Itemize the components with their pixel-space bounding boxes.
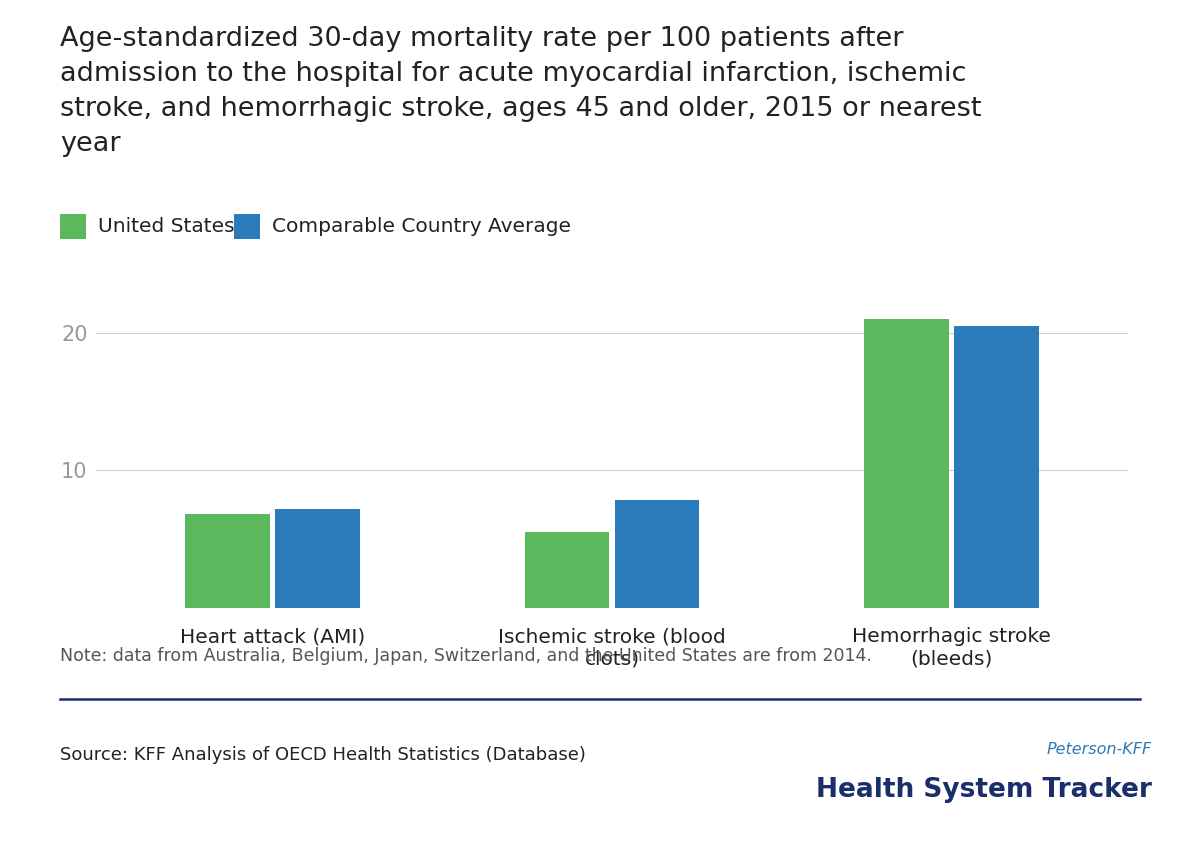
Bar: [864, 319, 949, 608]
Text: Age-standardized 30-day mortality rate per 100 patients after
admission to the h: Age-standardized 30-day mortality rate p…: [60, 26, 982, 157]
Text: Peterson-KFF: Peterson-KFF: [1046, 742, 1152, 757]
Text: United States: United States: [98, 217, 235, 236]
Bar: [614, 500, 700, 608]
Text: Comparable Country Average: Comparable Country Average: [272, 217, 571, 236]
Text: Source: KFF Analysis of OECD Health Statistics (Database): Source: KFF Analysis of OECD Health Stat…: [60, 746, 586, 765]
Text: Health System Tracker: Health System Tracker: [816, 777, 1152, 803]
Text: Note: data from Australia, Belgium, Japan, Switzerland, and the United States ar: Note: data from Australia, Belgium, Japa…: [60, 647, 872, 665]
Bar: [185, 514, 270, 608]
Bar: [524, 532, 610, 608]
Bar: [954, 326, 1039, 608]
Bar: [275, 509, 360, 608]
